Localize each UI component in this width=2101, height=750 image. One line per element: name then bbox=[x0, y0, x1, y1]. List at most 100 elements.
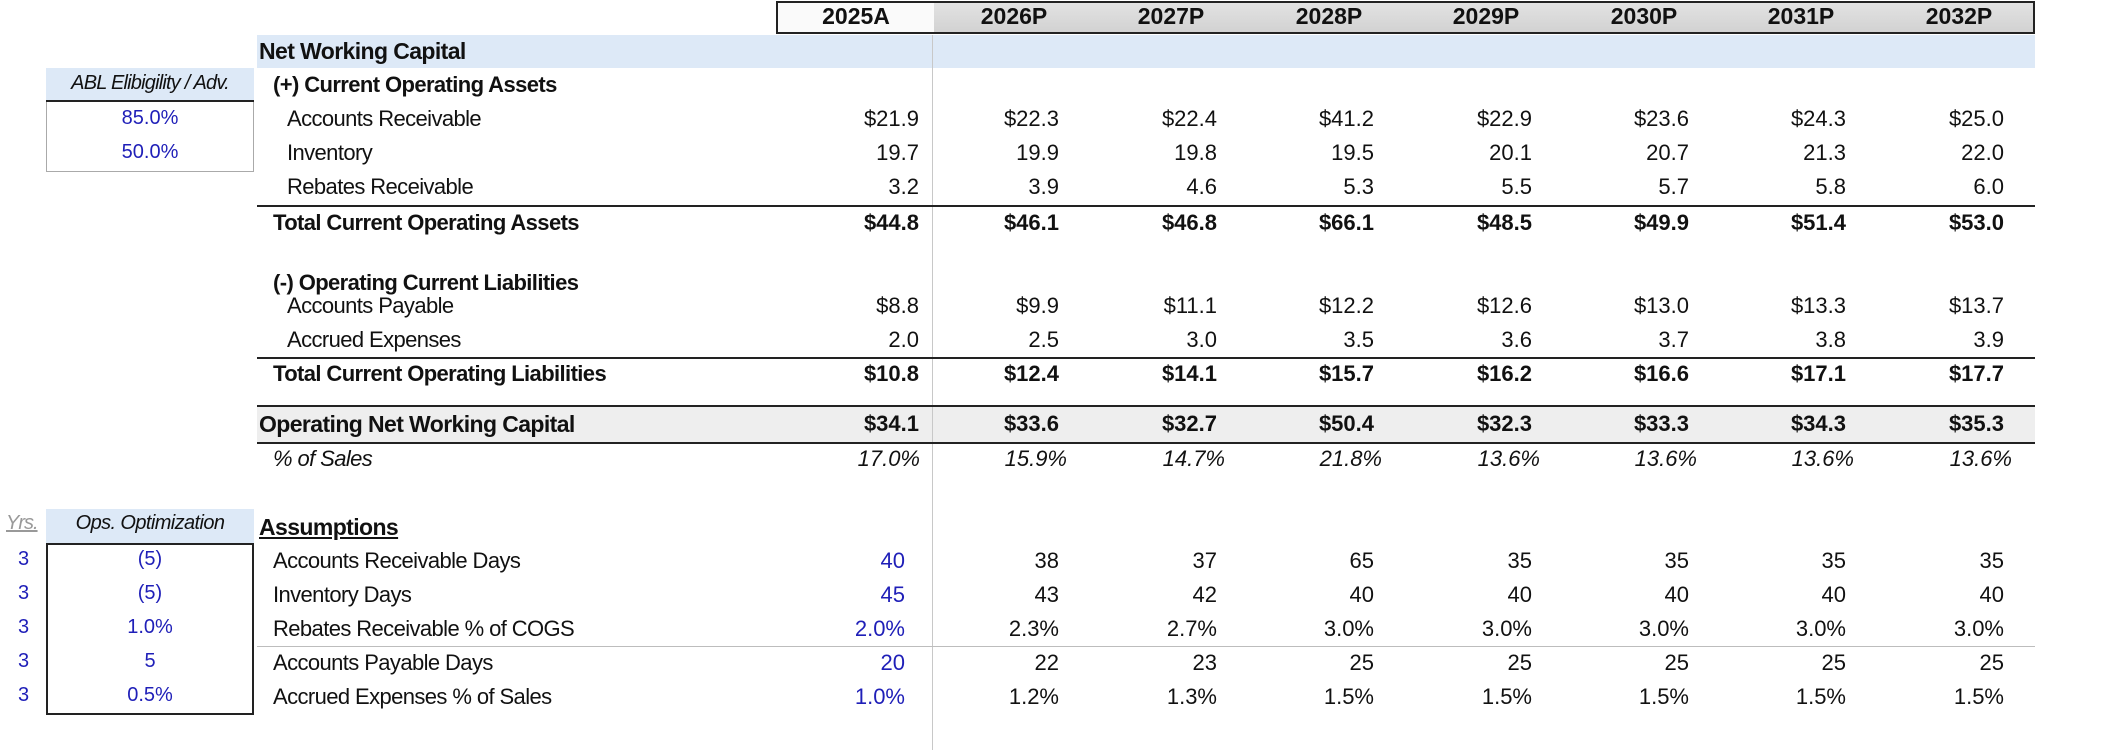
assumption-value: 40 bbox=[1507, 582, 1532, 607]
asset-value: 3.9 bbox=[1028, 174, 1059, 199]
liability-value: $12.6 bbox=[1476, 293, 1532, 318]
total-liabilities-value: $17.1 bbox=[1790, 361, 1846, 386]
liability-row-label: Accounts Payable bbox=[287, 293, 454, 318]
pct-sales-value: 13.6% bbox=[1949, 446, 2012, 471]
asset-row-label: Accounts Receivable bbox=[287, 106, 482, 131]
liability-value: 3.6 bbox=[1501, 327, 1532, 352]
assumption-value: 40 bbox=[1349, 582, 1374, 607]
pct-sales-value: 13.6% bbox=[1477, 446, 1540, 471]
year-header-cell: 2029P bbox=[1452, 3, 1520, 29]
total-liabilities-value: $17.7 bbox=[1948, 361, 2004, 386]
total-assets-value: $53.0 bbox=[1948, 210, 2004, 235]
liability-value: $9.9 bbox=[1016, 293, 1059, 318]
liability-value: 3.8 bbox=[1815, 327, 1846, 352]
liability-value: 3.7 bbox=[1658, 327, 1689, 352]
total-liabilities-value: $12.4 bbox=[1003, 361, 1059, 386]
total-assets-value: $66.1 bbox=[1318, 210, 1374, 235]
asset-value: $41.2 bbox=[1318, 106, 1374, 131]
yrs-value: 3 bbox=[18, 548, 30, 570]
assumption-value: 37 bbox=[1192, 548, 1217, 573]
year-header-cell: 2031P bbox=[1767, 3, 1835, 29]
asset-value: $21.9 bbox=[863, 106, 919, 131]
total-liabilities-value: $16.6 bbox=[1633, 361, 1689, 386]
year-header-cell: 2027P bbox=[1137, 3, 1205, 29]
liability-row-label: Accrued Expenses bbox=[287, 327, 461, 352]
assumption-value: 3.0% bbox=[1323, 616, 1374, 641]
onwc-value: $33.6 bbox=[1003, 411, 1059, 436]
assumption-divider bbox=[257, 646, 2035, 647]
assumption-value: 25 bbox=[1664, 650, 1689, 675]
assumptions-title: Assumptions bbox=[259, 514, 399, 540]
assumption-label: Accrued Expenses % of Sales bbox=[273, 684, 552, 709]
assumption-value: 40 bbox=[1979, 582, 2004, 607]
year-header-cell: 2028P bbox=[1295, 3, 1363, 29]
year-header-cell: 2032P bbox=[1925, 3, 1993, 29]
assumption-value: 1.5% bbox=[1638, 684, 1689, 709]
liability-value: $13.3 bbox=[1790, 293, 1846, 318]
assumption-value: 40 bbox=[1664, 582, 1689, 607]
onwc-top-rule bbox=[257, 405, 2035, 407]
assumption-label: Rebates Receivable % of COGS bbox=[273, 616, 575, 641]
assumption-label: Accounts Payable Days bbox=[273, 650, 493, 675]
onwc-bottom-rule bbox=[257, 442, 2035, 444]
assumption-value: 1.5% bbox=[1795, 684, 1846, 709]
abl-value: 50.0% bbox=[121, 141, 179, 163]
asset-value: 5.3 bbox=[1343, 174, 1374, 199]
section-band bbox=[257, 35, 2035, 68]
assumption-value: 42 bbox=[1192, 582, 1217, 607]
asset-value: 5.7 bbox=[1658, 174, 1689, 199]
total-liabilities-value: $15.7 bbox=[1318, 361, 1374, 386]
pct-sales-label: % of Sales bbox=[273, 446, 373, 471]
ops-optimization-value: 1.0% bbox=[127, 616, 173, 638]
assumption-value: 25 bbox=[1507, 650, 1532, 675]
assumption-value: 1.3% bbox=[1166, 684, 1217, 709]
assumption-value: 22 bbox=[1034, 650, 1059, 675]
abl-value: 85.0% bbox=[121, 107, 179, 129]
assumption-value: 2.0% bbox=[854, 616, 905, 641]
assumption-value: 1.5% bbox=[1481, 684, 1532, 709]
onwc-value: $33.3 bbox=[1633, 411, 1689, 436]
ops-optimization-value: 0.5% bbox=[127, 684, 173, 706]
liability-value: $12.2 bbox=[1318, 293, 1374, 318]
assumption-value: 25 bbox=[1349, 650, 1374, 675]
liabilities-header: (-) Operating Current Liabilities bbox=[273, 270, 579, 295]
total-liabilities-value: $10.8 bbox=[863, 361, 919, 386]
assumption-value: 25 bbox=[1979, 650, 2004, 675]
yrs-value: 3 bbox=[18, 582, 30, 604]
asset-row-label: Inventory bbox=[287, 140, 373, 165]
asset-value: $22.9 bbox=[1476, 106, 1532, 131]
assumption-value: 2.3% bbox=[1008, 616, 1059, 641]
asset-value: 19.9 bbox=[1016, 140, 1059, 165]
ops-optimization-header-band bbox=[46, 509, 254, 545]
onwc-value: $32.7 bbox=[1161, 411, 1217, 436]
onwc-value: $32.3 bbox=[1476, 411, 1532, 436]
asset-value: 22.0 bbox=[1961, 140, 2004, 165]
pct-sales-value: 13.6% bbox=[1634, 446, 1697, 471]
liability-value: $11.1 bbox=[1163, 293, 1217, 318]
liability-value: 2.0 bbox=[888, 327, 919, 352]
total-liabilities-value: $14.1 bbox=[1161, 361, 1217, 386]
assumption-value: 35 bbox=[1507, 548, 1532, 573]
liability-value: $13.0 bbox=[1633, 293, 1689, 318]
assumption-value: 1.2% bbox=[1008, 684, 1059, 709]
total-assets-value: $48.5 bbox=[1476, 210, 1532, 235]
asset-value: 19.7 bbox=[876, 140, 919, 165]
liability-value: 3.5 bbox=[1343, 327, 1374, 352]
assumption-value: 3.0% bbox=[1481, 616, 1532, 641]
pct-sales-value: 13.6% bbox=[1791, 446, 1854, 471]
asset-value: 21.3 bbox=[1803, 140, 1846, 165]
assumption-value: 38 bbox=[1034, 548, 1059, 573]
assumption-value: 23 bbox=[1192, 650, 1217, 675]
abl-header: ABL Elibigility / Adv. bbox=[71, 72, 229, 94]
total-assets-label: Total Current Operating Assets bbox=[273, 210, 580, 235]
total-assets-value: $46.8 bbox=[1161, 210, 1217, 235]
pct-sales-value: 17.0% bbox=[857, 446, 920, 471]
liability-value: 3.9 bbox=[1973, 327, 2004, 352]
asset-value: 20.7 bbox=[1646, 140, 1689, 165]
pct-sales-value: 21.8% bbox=[1319, 446, 1382, 471]
yrs-value: 3 bbox=[18, 684, 30, 706]
asset-value: 19.8 bbox=[1174, 140, 1217, 165]
liability-value: $13.7 bbox=[1948, 293, 2004, 318]
total-liab-rule bbox=[257, 357, 2035, 359]
year-header bbox=[776, 1, 2035, 34]
